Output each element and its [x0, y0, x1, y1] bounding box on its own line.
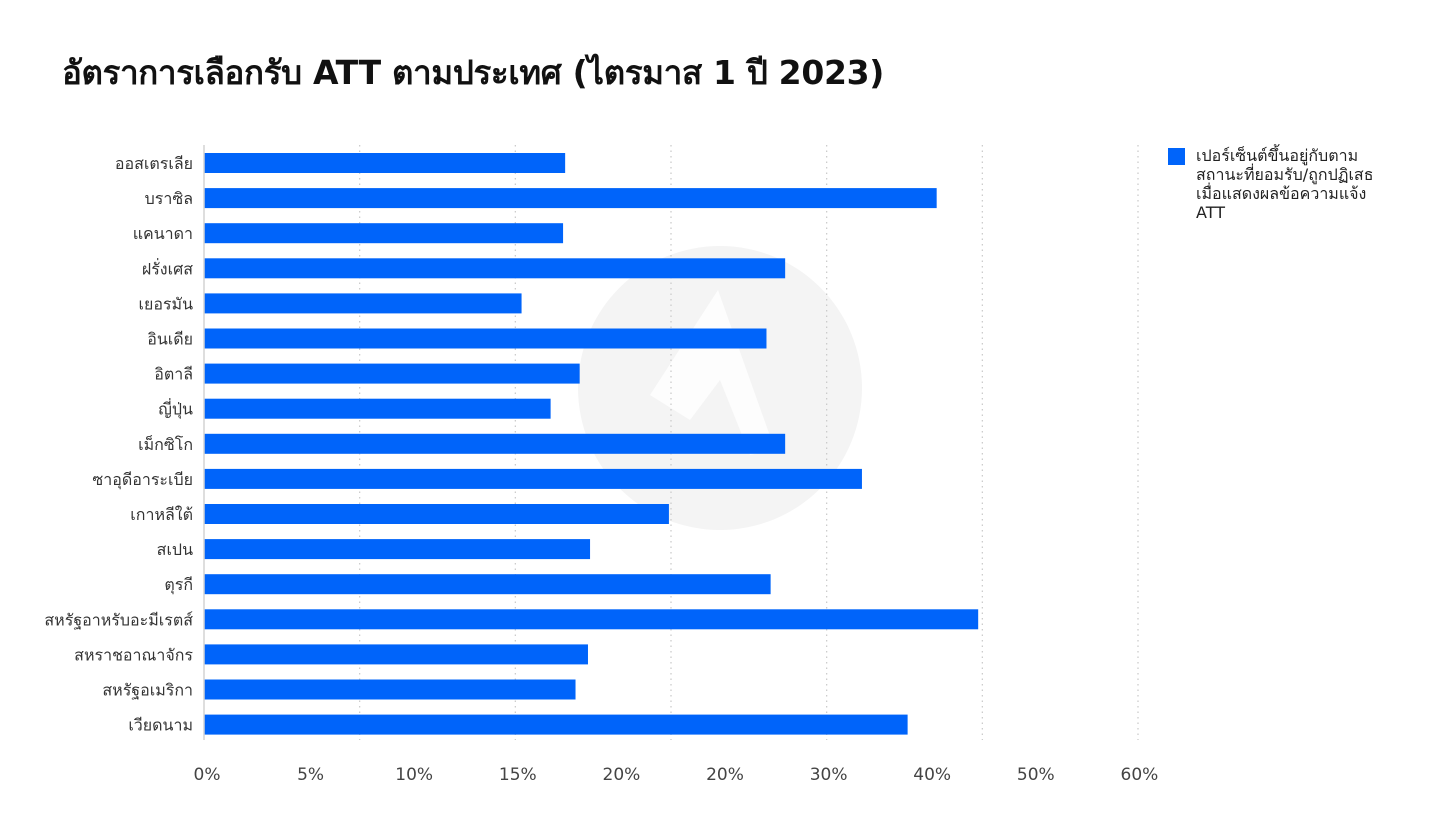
- category-label: ซาอุดีอาระเบีย: [92, 470, 193, 490]
- category-label: สหรัฐอเมริกา: [102, 681, 193, 700]
- x-tick-label: 20%: [706, 765, 744, 785]
- category-label: แคนาดา: [133, 224, 193, 243]
- bar: [204, 504, 669, 524]
- bar: [204, 609, 979, 630]
- bar: [204, 398, 551, 419]
- chart-title: อัตราการเลือกรับ ATT ตามประเทศ (ไตรมาส 1…: [62, 53, 885, 92]
- bar: [204, 328, 767, 349]
- category-label: เกาหลีใต้: [130, 505, 193, 524]
- category-label: ฝรั่งเศส: [142, 257, 193, 278]
- bar: [204, 188, 937, 209]
- category-label: สหราชอาณาจักร: [74, 645, 193, 664]
- legend: เปอร์เซ็นต์ขึ้นอยู่กับตามสถานะที่ยอมรับ/…: [1168, 146, 1398, 222]
- category-label: อินเดีย: [147, 330, 193, 349]
- x-tick-label: 15%: [499, 765, 537, 785]
- legend-swatch: [1168, 148, 1185, 165]
- bar: [204, 644, 588, 665]
- bar: [204, 679, 576, 700]
- x-axis-tick-labels: 0% 5% 10% 15% 20% 20% 30% 40% 50% 60%: [194, 765, 1159, 785]
- x-tick-label: 20%: [603, 765, 641, 785]
- bar: [204, 223, 564, 244]
- x-tick-label: 50%: [1017, 765, 1055, 785]
- x-tick-label: 60%: [1121, 765, 1159, 785]
- bar: [204, 433, 786, 454]
- bar: [204, 258, 786, 279]
- x-tick-label: 10%: [395, 765, 433, 785]
- category-label: เวียดนาม: [128, 716, 193, 735]
- watermark-circle: [578, 246, 862, 530]
- x-tick-label: 0%: [194, 765, 221, 785]
- category-label: ตุรกี: [164, 575, 193, 595]
- watermark-glyph: [650, 290, 775, 455]
- legend-label: เปอร์เซ็นต์ขึ้นอยู่กับตามสถานะที่ยอมรับ/…: [1196, 146, 1374, 222]
- category-label: อิตาลี: [154, 365, 193, 384]
- bar: [204, 468, 862, 489]
- x-tick-label: 30%: [810, 765, 848, 785]
- category-label: บราซิล: [145, 189, 193, 208]
- bar: [204, 539, 591, 560]
- bars: [204, 153, 979, 735]
- category-label: เม็กซิโก: [138, 434, 193, 454]
- bar: [204, 714, 908, 735]
- bar: [204, 293, 522, 314]
- category-label: สหรัฐอาหรับอะมีเรตส์: [44, 610, 193, 629]
- bar: [204, 574, 771, 595]
- category-label: สเปน: [157, 540, 193, 559]
- category-label: เยอรมัน: [138, 294, 193, 313]
- x-tick-label: 5%: [297, 765, 324, 785]
- category-label: ญี่ปุ่น: [158, 398, 193, 420]
- bar: [204, 153, 566, 173]
- x-tick-label: 40%: [913, 765, 951, 785]
- category-labels: ออสเตรเลียบราซิลแคนาดาฝรั่งเศสเยอรมันอิน…: [44, 154, 193, 735]
- bar: [204, 363, 580, 384]
- watermark-logo: [578, 246, 862, 530]
- category-label: ออสเตรเลีย: [115, 154, 193, 173]
